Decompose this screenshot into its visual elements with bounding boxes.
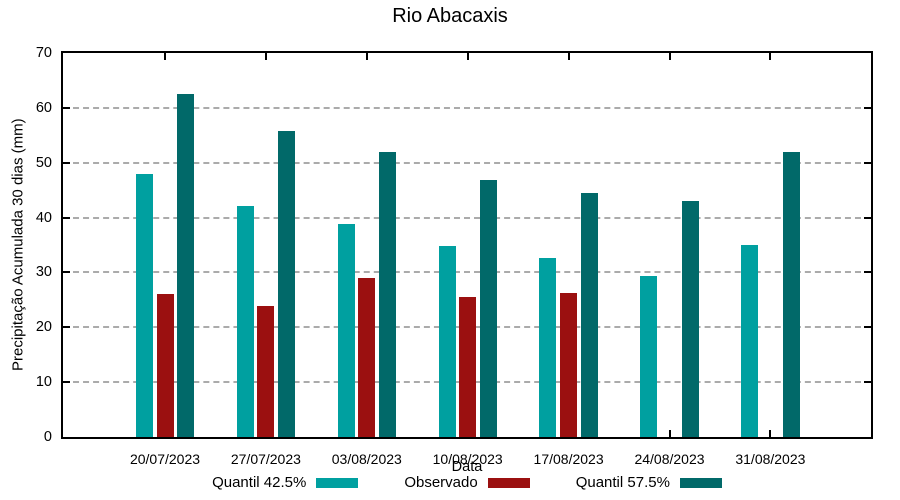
y-tick-mark — [864, 106, 871, 109]
bar-quantil-57-5- — [177, 93, 195, 437]
x-tick-label: 31/08/2023 — [735, 451, 806, 467]
gridline-y30 — [63, 271, 871, 274]
x-tick-mark — [365, 53, 368, 60]
y-tick-label: 10 — [35, 374, 52, 391]
bar-observado — [560, 292, 578, 437]
bar-quantil-42-5- — [438, 246, 456, 437]
legend-entry: Quantil 57.5% — [576, 474, 722, 491]
bar-quantil-42-5- — [135, 173, 153, 437]
plot-inner — [63, 53, 871, 437]
bar-quantil-42-5- — [337, 223, 355, 437]
x-tick-label: 20/07/2023 — [129, 451, 201, 467]
x-tick-mark — [769, 430, 772, 437]
bar-quantil-57-5- — [379, 152, 396, 437]
y-tick-mark — [63, 106, 70, 109]
bar-quantil-57-5- — [479, 179, 497, 437]
chart-title: Rio Abacaxis — [392, 5, 508, 27]
x-tick-mark — [668, 430, 671, 437]
y-tick-mark — [63, 381, 70, 384]
legend-label: Quantil 42.5% — [212, 474, 307, 491]
bar-quantil-57-5- — [681, 201, 699, 437]
x-tick-mark — [466, 53, 469, 60]
y-tick-mark — [63, 216, 70, 219]
bar-quantil-57-5- — [580, 192, 598, 437]
legend-entry: Observado — [404, 474, 530, 491]
gridline-y50 — [63, 161, 871, 164]
x-tick-label: 03/08/2023 — [331, 451, 402, 467]
y-tick-label: 60 — [35, 99, 52, 116]
y-tick-mark — [864, 381, 871, 384]
y-tick-label: 0 — [43, 429, 52, 445]
x-tick-mark — [164, 53, 166, 60]
x-axis-label: Data — [451, 459, 483, 475]
bar-observado — [459, 296, 477, 437]
x-tick-mark — [567, 53, 570, 60]
y-tick-label: 50 — [35, 154, 52, 171]
x-tick-label: 10/08/2023 — [432, 451, 503, 467]
y-tick-mark — [63, 161, 70, 164]
bar-observado — [257, 305, 275, 437]
bar-observado — [156, 294, 174, 437]
x-tick-label: 17/08/2023 — [533, 451, 604, 467]
x-tick-label: 24/08/2023 — [634, 451, 705, 467]
legend-label: Quantil 57.5% — [575, 474, 670, 491]
y-tick-label: 30 — [35, 264, 52, 281]
y-tick-label: 70 — [35, 45, 52, 61]
bar-quantil-57-5- — [278, 130, 296, 437]
bar-quantil-42-5- — [539, 258, 557, 437]
legend-label: Observado — [404, 474, 478, 491]
bar-quantil-42-5- — [236, 205, 254, 437]
legend-swatch — [679, 477, 722, 488]
y-tick-label: 20 — [35, 319, 52, 336]
legend: Quantil 42.5% Observado Quantil 57.5% — [62, 474, 872, 491]
legend-swatch — [487, 477, 530, 488]
y-tick-label: 40 — [35, 209, 52, 226]
y-tick-mark — [63, 326, 70, 329]
legend-entry: Quantil 42.5% — [212, 474, 359, 491]
x-tick-mark — [769, 53, 772, 60]
bar-observado — [358, 278, 376, 437]
bar-quantil-42-5- — [741, 245, 759, 437]
legend-swatch — [316, 477, 359, 488]
y-tick-mark — [864, 216, 871, 219]
plot-area — [61, 51, 873, 439]
y-tick-mark — [864, 271, 871, 274]
y-tick-mark — [864, 161, 871, 164]
bar-quantil-57-5- — [782, 152, 800, 437]
x-tick-mark — [668, 53, 671, 60]
gridline-y60 — [63, 106, 871, 109]
y-tick-mark — [864, 326, 871, 329]
y-tick-mark — [63, 271, 70, 274]
bar-quantil-42-5- — [640, 276, 658, 437]
gridline-y40 — [63, 216, 871, 219]
x-tick-label: 27/07/2023 — [230, 451, 301, 467]
x-tick-mark — [264, 53, 267, 60]
